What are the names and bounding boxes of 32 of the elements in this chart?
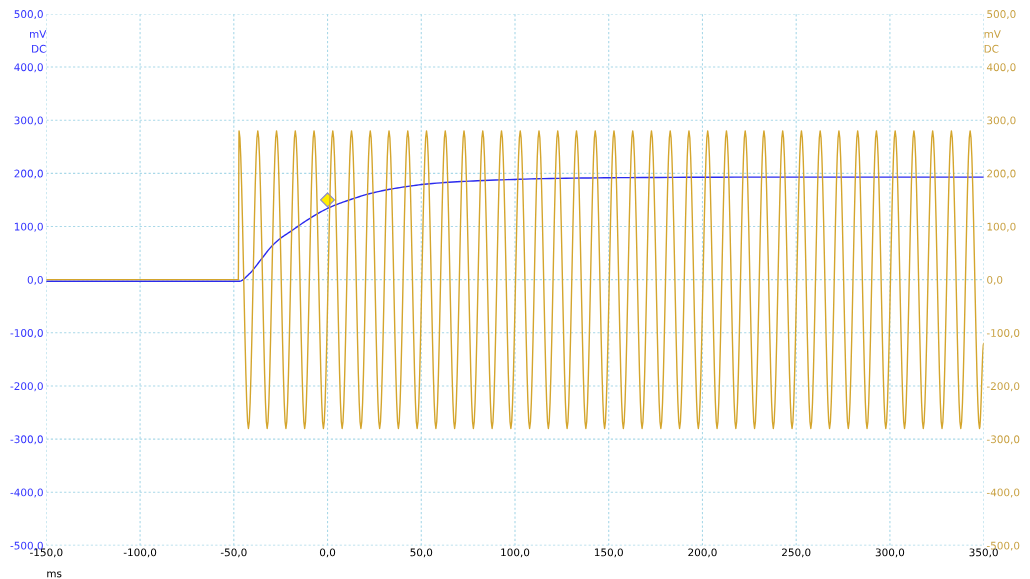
y-axis-title: mV DC [30, 30, 47, 53]
x-tick-label: 50,0 [410, 548, 433, 558]
y2-tick-label: -200,0 [986, 382, 1020, 392]
y2-tick-label: -400,0 [986, 488, 1020, 498]
y-tick-label: -200,0 [10, 382, 43, 392]
y-tick-label: 400,0 [14, 63, 43, 73]
y2-axis-title: mV DC [984, 30, 1001, 53]
y-tick-label: 100,0 [14, 222, 43, 232]
y2-tick-label: 100,0 [987, 222, 1016, 232]
y-tick-label: 300,0 [14, 116, 43, 126]
y2-tick-label: -300,0 [986, 435, 1020, 445]
y2-tick-label: 200,0 [987, 169, 1016, 179]
y-tick-label: 200,0 [14, 169, 43, 179]
y-tick-label: -100,0 [10, 329, 43, 338]
x-tick-label: 200,0 [688, 548, 717, 558]
x-tick-label: 100,0 [501, 548, 530, 558]
x-tick-label: 0,0 [319, 548, 336, 558]
y-tick-label: 500,0 [14, 10, 43, 20]
x-tick-label: 250,0 [782, 548, 811, 558]
x-tick-label: -50,0 [220, 548, 247, 558]
y-tick-label: -400,0 [10, 488, 43, 498]
y2-tick-label: 500,0 [987, 10, 1016, 20]
y-tick-label: 0,0 [27, 275, 43, 285]
x-tick-label: 150,0 [594, 548, 623, 558]
x-axis-title: ms [47, 571, 62, 578]
x-tick-label: 300,0 [875, 548, 905, 558]
y-tick-label: -300,0 [10, 435, 43, 445]
x-tick-label: -100,0 [123, 548, 157, 558]
y2-tick-label: 400,0 [986, 63, 1016, 73]
y2-tick-label: -100,0 [986, 329, 1020, 338]
y2-tick-label: 0,0 [987, 275, 1003, 285]
y2-tick-label: 300,0 [987, 116, 1016, 126]
